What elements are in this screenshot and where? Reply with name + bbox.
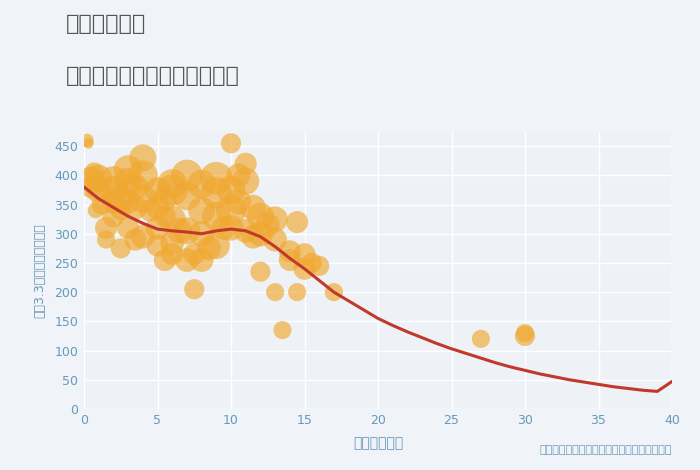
Point [314, 262, 325, 270]
Point [519, 329, 531, 337]
Point [181, 227, 193, 235]
Point [137, 154, 148, 162]
Y-axis label: 坪（3.3㎡）単価（万円）: 坪（3.3㎡）単価（万円） [33, 223, 46, 318]
Text: 築年数別中古マンション価格: 築年数別中古マンション価格 [66, 66, 239, 86]
Point [83, 140, 94, 147]
Point [130, 204, 141, 211]
Point [108, 186, 119, 194]
Point [211, 212, 222, 220]
Point [270, 236, 281, 243]
Point [211, 174, 222, 182]
Point [225, 186, 237, 194]
Point [108, 198, 119, 205]
Point [152, 242, 163, 249]
Point [122, 198, 134, 205]
Point [181, 192, 193, 200]
Point [211, 242, 222, 249]
Point [144, 207, 155, 214]
Point [232, 198, 244, 205]
Point [89, 169, 100, 176]
Point [240, 160, 251, 167]
Point [167, 215, 178, 223]
Point [137, 195, 148, 203]
Point [291, 289, 302, 296]
Point [160, 256, 171, 264]
Point [122, 166, 134, 173]
Point [174, 227, 185, 235]
Point [196, 207, 207, 214]
Point [167, 186, 178, 194]
Point [475, 335, 486, 343]
Point [115, 244, 126, 252]
Point [270, 215, 281, 223]
Point [225, 224, 237, 232]
Point [108, 178, 119, 185]
Point [167, 180, 178, 188]
Point [130, 236, 141, 243]
Point [255, 212, 266, 220]
Point [101, 236, 112, 243]
Point [85, 174, 97, 182]
Point [152, 186, 163, 194]
Point [270, 289, 281, 296]
Point [299, 265, 310, 273]
Point [218, 224, 230, 232]
Point [196, 230, 207, 237]
Point [85, 183, 97, 191]
Text: 大阪府難波駅: 大阪府難波駅 [66, 14, 146, 34]
Point [181, 172, 193, 179]
Point [152, 204, 163, 211]
Point [81, 137, 92, 144]
Point [519, 332, 531, 340]
Point [160, 195, 171, 203]
Point [90, 207, 101, 214]
Point [307, 259, 318, 266]
Point [130, 183, 141, 191]
Point [225, 140, 237, 147]
Point [232, 172, 244, 179]
Point [108, 212, 119, 220]
Point [181, 256, 193, 264]
Point [115, 195, 126, 203]
Point [255, 268, 266, 275]
Point [122, 178, 134, 185]
Point [262, 221, 273, 229]
Point [189, 251, 200, 258]
X-axis label: 築年数（年）: 築年数（年） [353, 436, 403, 450]
Point [93, 174, 104, 182]
Point [225, 207, 237, 214]
Point [115, 207, 126, 214]
Point [96, 201, 107, 208]
Point [299, 251, 310, 258]
Point [240, 178, 251, 185]
Point [189, 285, 200, 293]
Point [167, 251, 178, 258]
Point [248, 204, 259, 211]
Point [291, 219, 302, 226]
Point [90, 178, 101, 185]
Point [284, 248, 295, 255]
Point [160, 212, 171, 220]
Point [101, 224, 112, 232]
Point [137, 233, 148, 241]
Point [277, 326, 288, 334]
Point [248, 233, 259, 241]
Text: 円の大きさは、取引のあった物件面積を示す: 円の大きさは、取引のあった物件面積を示す [540, 445, 672, 455]
Point [137, 172, 148, 179]
Point [203, 244, 214, 252]
Point [152, 224, 163, 232]
Point [122, 224, 134, 232]
Point [328, 289, 339, 296]
Point [255, 230, 266, 237]
Point [93, 186, 104, 194]
Point [211, 189, 222, 196]
Point [240, 227, 251, 235]
Point [196, 180, 207, 188]
Point [167, 239, 178, 246]
Point [284, 256, 295, 264]
Point [196, 256, 207, 264]
